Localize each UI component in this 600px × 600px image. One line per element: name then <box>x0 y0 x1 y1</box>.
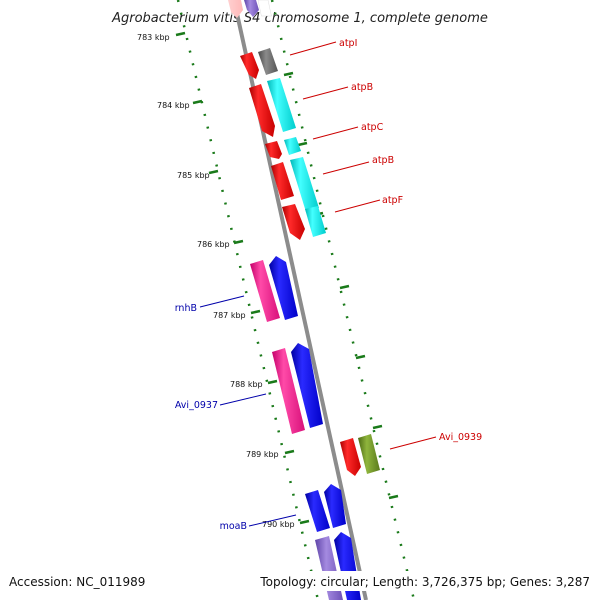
gene-label-avi-0939[interactable]: Avi_0939 <box>439 432 482 443</box>
gene-feature-olive[interactable] <box>358 434 380 474</box>
footer-bg-right <box>256 571 594 591</box>
gene-feature-red[interactable] <box>265 141 282 159</box>
gene-label-avi-0937[interactable]: Avi_0937 <box>175 400 218 411</box>
major-tick <box>267 379 278 385</box>
gene-feature-cyan[interactable] <box>305 206 326 237</box>
major-tick <box>233 239 244 245</box>
major-tick <box>283 71 294 77</box>
gene-feature-blue[interactable] <box>305 490 330 532</box>
gene-label-atpI[interactable]: atpI <box>339 38 357 49</box>
tick-label: 789 kbp <box>246 450 279 459</box>
major-ticks <box>175 31 310 525</box>
leader-line <box>219 393 267 406</box>
major-ticks-right <box>283 71 399 500</box>
tick-label: 784 kbp <box>157 101 190 110</box>
tick-label: 788 kbp <box>230 380 263 389</box>
gene-feature-blue[interactable] <box>269 256 298 320</box>
major-tick <box>355 354 366 360</box>
major-tick <box>284 449 295 455</box>
footer-bg-left <box>6 571 176 591</box>
gene-feature-blue[interactable] <box>291 343 323 428</box>
major-tick <box>339 284 350 290</box>
major-tick <box>388 494 399 500</box>
gene-feature-red[interactable] <box>271 162 294 200</box>
major-tick <box>299 519 310 525</box>
major-tick <box>297 141 308 147</box>
gene-feature-cyan[interactable] <box>290 157 319 212</box>
major-tick <box>192 99 203 105</box>
gene-feature-white <box>257 0 272 17</box>
major-tick <box>372 424 383 430</box>
leader-line <box>322 161 370 175</box>
gene-feature-pale[interactable] <box>228 0 243 18</box>
tick-label: 790 kbp <box>262 520 295 529</box>
tick-label: 785 kbp <box>177 171 210 180</box>
accession-text: Accession: NC_011989 <box>9 575 145 589</box>
gene-feature-red[interactable] <box>340 438 361 476</box>
gene-feature-cyan[interactable] <box>284 137 301 155</box>
gene-feature-pink[interactable] <box>250 260 280 322</box>
leader-line <box>312 126 359 140</box>
genome-summary-text: Topology: circular; Length: 3,726,375 bp… <box>259 575 590 589</box>
gene-label-moab[interactable]: moaB <box>220 521 247 532</box>
gene-feature-blue[interactable] <box>324 484 346 528</box>
gene-feature-lavender-top[interactable] <box>244 0 259 17</box>
leader-line <box>302 86 349 100</box>
gene-label-atpB[interactable]: atpB <box>351 82 373 93</box>
gene-feature-red[interactable] <box>282 204 305 240</box>
gene-feature-red[interactable] <box>240 52 259 79</box>
gene-label-atpB[interactable]: atpB <box>372 155 394 166</box>
gene-feature-red[interactable] <box>249 84 275 137</box>
leader-line <box>389 436 437 450</box>
major-tick <box>208 169 219 175</box>
leader-line <box>199 295 245 308</box>
leader-line <box>248 514 297 527</box>
scale-ring-left <box>176 0 320 600</box>
gene-feature-gray[interactable] <box>258 48 278 75</box>
leader-lines <box>199 41 437 527</box>
major-tick <box>175 31 186 37</box>
tick-label: 786 kbp <box>197 240 230 249</box>
major-tick <box>250 309 261 315</box>
gene-label-atpC[interactable]: atpC <box>361 122 384 133</box>
tick-label: 787 kbp <box>213 311 246 320</box>
gene-features <box>228 0 380 600</box>
leader-line <box>289 41 337 56</box>
map-title: Agrobacterium vitis S4 chromosome 1, com… <box>111 11 488 26</box>
gene-label-rnhB[interactable]: rnhB <box>175 303 197 314</box>
gene-label-atpF[interactable]: atpF <box>382 195 403 206</box>
tick-label: 783 kbp <box>137 33 170 42</box>
leader-line <box>334 199 381 213</box>
gene-feature-cyan[interactable] <box>267 78 296 132</box>
gene-feature-pink[interactable] <box>272 348 305 434</box>
